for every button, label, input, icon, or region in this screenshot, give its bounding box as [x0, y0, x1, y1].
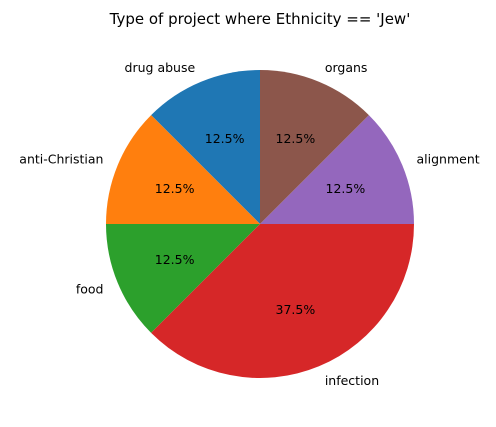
- pct-label-food: 12.5%: [155, 252, 195, 267]
- pie-slices: [106, 70, 414, 378]
- pct-label-alignment: 12.5%: [326, 181, 366, 196]
- pie-slice-food: [106, 224, 260, 333]
- pie-labels: drug abuse 12.5% anti-Christian 12.5% food 12…: [19, 60, 479, 388]
- slice-label-infection: infection: [325, 373, 379, 388]
- pct-label-anti-christian: 12.5%: [155, 181, 195, 196]
- pct-label-drug-abuse: 12.5%: [205, 131, 245, 146]
- pct-label-organs: 12.5%: [276, 131, 316, 146]
- slice-label-anti-christian: anti-Christian: [19, 152, 103, 167]
- pie-slice-drug-abuse: [151, 70, 260, 224]
- pie-slice-alignment: [260, 115, 414, 224]
- chart-title: Type of project where Ethnicity == 'Jew': [109, 10, 411, 28]
- pie-slice-anti-christian: [106, 115, 260, 224]
- pie-slice-infection: [151, 224, 414, 378]
- pct-label-infection: 37.5%: [276, 302, 316, 317]
- slice-label-drug-abuse: drug abuse: [125, 60, 196, 75]
- slice-label-alignment: alignment: [417, 152, 480, 167]
- slice-label-food: food: [76, 281, 104, 296]
- slice-label-organs: organs: [325, 60, 368, 75]
- pie-slice-organs: [260, 70, 369, 224]
